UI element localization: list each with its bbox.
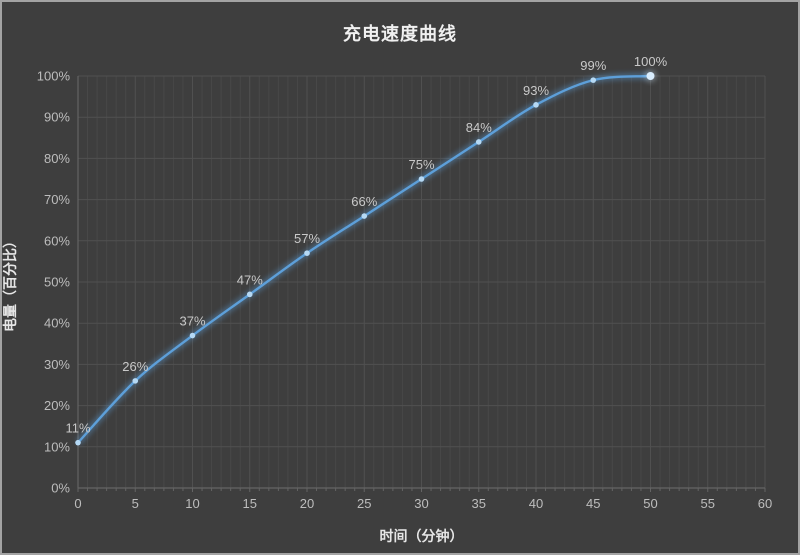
x-tick-label: 5	[132, 496, 139, 511]
y-tick-label: 60%	[44, 233, 70, 248]
x-tick-label: 35	[472, 496, 486, 511]
x-tick-label: 10	[185, 496, 199, 511]
y-tick-label: 100%	[37, 69, 71, 84]
data-point-label: 75%	[408, 157, 434, 172]
y-tick-label: 50%	[44, 275, 70, 290]
x-tick-label: 0	[74, 496, 81, 511]
data-point	[75, 439, 81, 446]
data-point	[246, 291, 253, 298]
data-point	[475, 139, 482, 145]
data-point-label: 99%	[580, 58, 606, 73]
series-line	[76, 74, 652, 444]
data-point	[533, 102, 539, 108]
data-point	[189, 332, 196, 339]
data-point-label: 37%	[179, 314, 205, 329]
x-tick-label: 55	[701, 496, 715, 511]
x-tick-label: 50	[643, 496, 657, 511]
data-point	[646, 72, 655, 80]
data-point-label: 84%	[466, 120, 492, 135]
data-point-label: 47%	[237, 272, 263, 287]
x-tick-label: 30	[414, 496, 428, 511]
x-tick-label: 40	[529, 496, 543, 511]
x-axis-title: 时间（分钟）	[379, 528, 464, 544]
data-point-label: 11%	[65, 421, 90, 436]
y-tick-label: 80%	[44, 151, 70, 166]
y-tick-label: 90%	[44, 110, 70, 125]
x-tick-label: 15	[243, 496, 257, 511]
x-tick-label: 45	[586, 496, 600, 511]
data-point	[132, 378, 139, 384]
y-tick-label: 10%	[44, 439, 70, 454]
data-point-label: 100%	[634, 54, 668, 69]
data-point-label: 26%	[122, 359, 148, 374]
y-tick-label: 0%	[51, 481, 70, 496]
chart-title: 充电速度曲线	[343, 24, 457, 44]
data-point-label: 57%	[294, 231, 320, 246]
y-tick-label: 70%	[44, 192, 70, 207]
y-tick-label: 40%	[44, 316, 70, 331]
data-point-label: 93%	[523, 83, 549, 98]
data-point-label: 66%	[351, 194, 377, 209]
x-tick-label: 20	[300, 496, 314, 511]
x-tick-label: 25	[357, 496, 371, 511]
data-point	[304, 250, 310, 256]
data-point	[590, 77, 597, 83]
data-point	[418, 176, 425, 182]
data-point	[361, 213, 368, 219]
x-tick-label: 60	[758, 496, 772, 511]
y-tick-label: 20%	[44, 398, 70, 413]
y-tick-label: 30%	[44, 357, 70, 372]
